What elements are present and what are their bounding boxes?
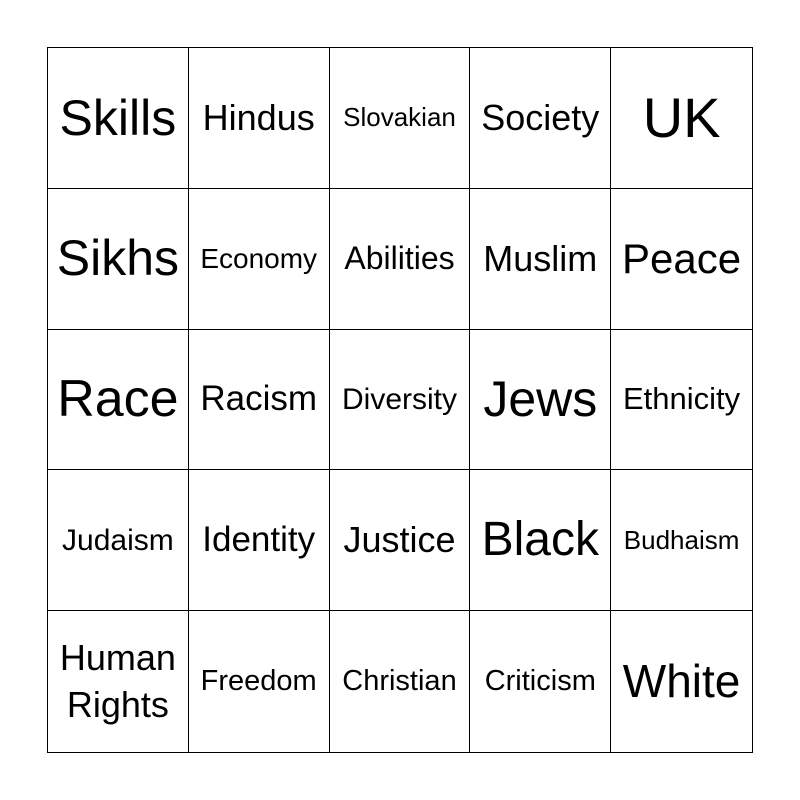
bingo-cell[interactable]: Criticism xyxy=(470,611,612,752)
bingo-cell[interactable]: Identity xyxy=(188,470,330,612)
bingo-cell[interactable]: Society xyxy=(470,48,612,189)
bingo-cell[interactable]: Economy xyxy=(188,188,330,330)
bingo-cell[interactable]: Racism xyxy=(188,329,330,471)
bingo-cell[interactable]: Peace xyxy=(611,189,752,330)
bingo-cell[interactable]: Muslim xyxy=(470,188,612,330)
bingo-cell[interactable]: Human Rights xyxy=(48,611,189,752)
bingo-cell[interactable]: Abilities xyxy=(329,188,471,330)
bingo-cell[interactable]: Budhaism xyxy=(611,470,752,612)
bingo-cell[interactable]: Jews xyxy=(470,329,612,471)
bingo-cell[interactable]: Black xyxy=(470,470,612,612)
bingo-cell[interactable]: Ethnicity xyxy=(611,330,752,471)
bingo-cell[interactable]: Judaism xyxy=(48,470,189,612)
bingo-cell[interactable]: Sikhs xyxy=(48,188,189,330)
bingo-cell[interactable]: Hindus xyxy=(188,48,330,189)
bingo-card: Skills Hindus Slovakian Society UK Sikhs… xyxy=(47,47,753,753)
bingo-cell[interactable]: Slovakian xyxy=(329,48,471,189)
bingo-cell[interactable]: White xyxy=(622,655,741,708)
bingo-cell[interactable]: Freedom xyxy=(189,611,330,752)
bingo-cell[interactable]: Justice xyxy=(329,470,471,612)
bingo-cell[interactable]: Diversity xyxy=(329,329,471,471)
bingo-cell[interactable]: Race xyxy=(48,329,189,471)
bingo-cell[interactable]: UK xyxy=(611,48,752,189)
bingo-cell[interactable]: Skills xyxy=(48,48,189,189)
bingo-cell[interactable]: Christian xyxy=(330,611,471,752)
